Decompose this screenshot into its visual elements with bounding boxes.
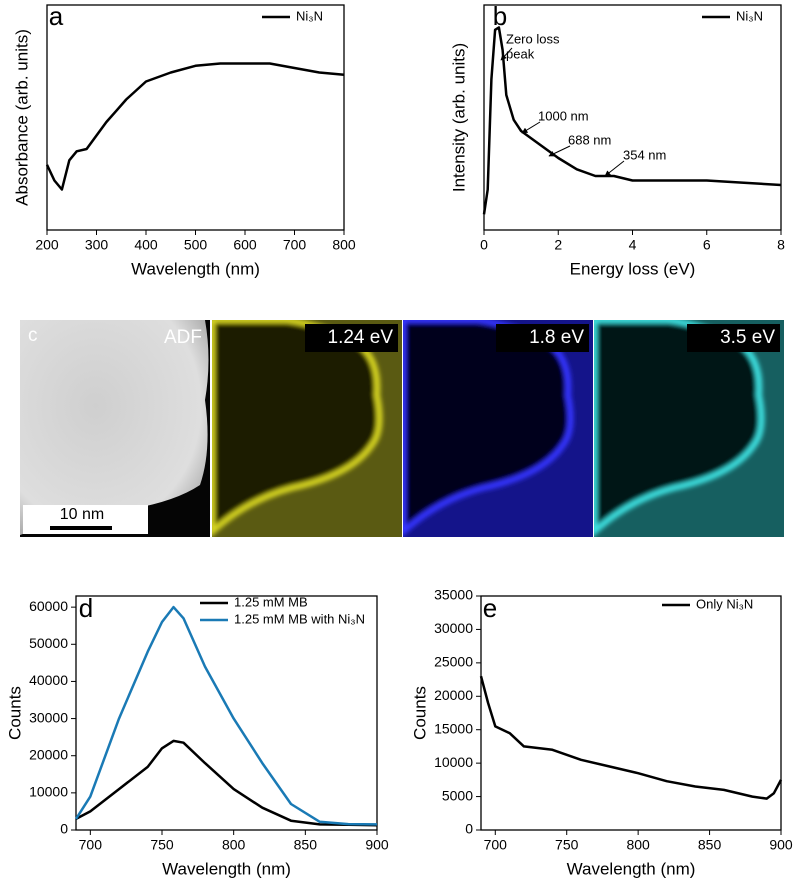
legend-label: Ni₃N: [296, 8, 323, 23]
map-cyan: 3.5 eV: [594, 320, 784, 537]
y-tick-label: 30000: [434, 620, 473, 636]
x-tick-label: 8: [777, 237, 785, 253]
data-line: [45, 62, 345, 191]
plot-frame: [480, 595, 782, 831]
plot-frame: [75, 595, 378, 831]
y-tick-label: 50000: [29, 635, 68, 651]
panel-label: b: [493, 1, 507, 31]
x-axis-label: Wavelength (nm): [131, 259, 260, 278]
annotation: 1000 nm: [538, 108, 589, 123]
particle: [20, 320, 209, 535]
x-tick-label: 850: [294, 837, 318, 853]
map-label: 3.5 eV: [720, 327, 775, 348]
data-line: [479, 675, 783, 800]
y-tick-label: 0: [465, 821, 473, 837]
x-tick-label: 300: [85, 237, 109, 253]
annotation-arrow: [548, 145, 571, 157]
annotation: 688 nm: [568, 132, 611, 147]
x-axis-label: Wavelength (nm): [162, 859, 291, 878]
legend-label: Only Ni₃N: [696, 596, 753, 611]
data-line: [75, 739, 378, 827]
x-tick-label: 750: [555, 837, 579, 853]
scale-bar: [50, 526, 112, 530]
legend-label: 1.25 mM MB with Ni₃N: [234, 611, 365, 626]
label-box: [687, 324, 780, 352]
x-tick-label: 900: [769, 837, 793, 853]
x-tick-label: 6: [703, 237, 711, 253]
x-tick-label: 2: [554, 237, 562, 253]
x-axis-label: Wavelength (nm): [567, 859, 696, 878]
map-label: 1.24 eV: [328, 327, 394, 348]
annotation: peak: [506, 46, 535, 61]
panel-label: d: [79, 593, 93, 623]
x-tick-label: 0: [480, 237, 488, 253]
plot-frame: [46, 4, 345, 231]
y-tick-label: 0: [60, 821, 68, 837]
annotation-arrow: [500, 47, 513, 61]
scale-label: 10 nm: [60, 506, 104, 523]
x-tick-label: 800: [332, 237, 356, 253]
y-tick-label: 10000: [434, 754, 473, 770]
x-tick-label: 800: [626, 837, 650, 853]
annotation-arrow: [521, 121, 541, 134]
annotation: 354 nm: [623, 147, 666, 162]
legend-label: Ni₃N: [736, 8, 763, 23]
x-tick-label: 700: [283, 237, 307, 253]
map-blue: 1.8 eV: [403, 320, 593, 537]
annotation-arrow: [604, 160, 625, 177]
y-tick-label: 40000: [29, 672, 68, 688]
y-tick-label: 60000: [29, 598, 68, 614]
map-adf: 10 nm c ADF: [20, 320, 210, 537]
y-tick-label: 25000: [434, 654, 473, 670]
x-tick-label: 200: [35, 237, 59, 253]
y-tick-label: 35000: [434, 587, 473, 603]
y-axis-label: Counts: [410, 686, 429, 740]
x-tick-label: 750: [150, 837, 174, 853]
panel-label: e: [483, 593, 497, 623]
x-tick-label: 700: [484, 837, 508, 853]
data-line: [482, 26, 782, 215]
label-box: [496, 324, 589, 352]
y-tick-label: 20000: [434, 687, 473, 703]
x-tick-label: 400: [134, 237, 158, 253]
map-label: 1.8 eV: [529, 327, 584, 348]
x-tick-label: 850: [698, 837, 722, 853]
y-tick-label: 5000: [442, 787, 473, 803]
x-tick-label: 700: [79, 837, 103, 853]
y-tick-label: 15000: [434, 720, 473, 736]
map-yellow: 1.24 eV: [212, 320, 402, 537]
x-tick-label: 4: [629, 237, 637, 253]
y-axis-label: Intensity (arb. units): [449, 43, 468, 192]
y-axis-label: Absorbance (arb. units): [12, 29, 31, 206]
y-tick-label: 30000: [29, 709, 68, 725]
x-tick-label: 900: [365, 837, 389, 853]
map-label: ADF: [164, 327, 202, 348]
panel-label: a: [49, 1, 64, 31]
y-tick-label: 10000: [29, 784, 68, 800]
annotation: Zero loss: [506, 31, 560, 46]
y-tick-label: 20000: [29, 746, 68, 762]
y-axis-label: Counts: [5, 686, 24, 740]
x-tick-label: 600: [233, 237, 257, 253]
legend-label: 1.25 mM MB: [234, 594, 308, 609]
x-tick-label: 500: [184, 237, 208, 253]
x-tick-label: 800: [222, 837, 246, 853]
label-box: [305, 324, 398, 352]
data-line: [74, 605, 378, 826]
x-axis-label: Energy loss (eV): [570, 259, 696, 278]
panel-label: c: [28, 325, 38, 346]
